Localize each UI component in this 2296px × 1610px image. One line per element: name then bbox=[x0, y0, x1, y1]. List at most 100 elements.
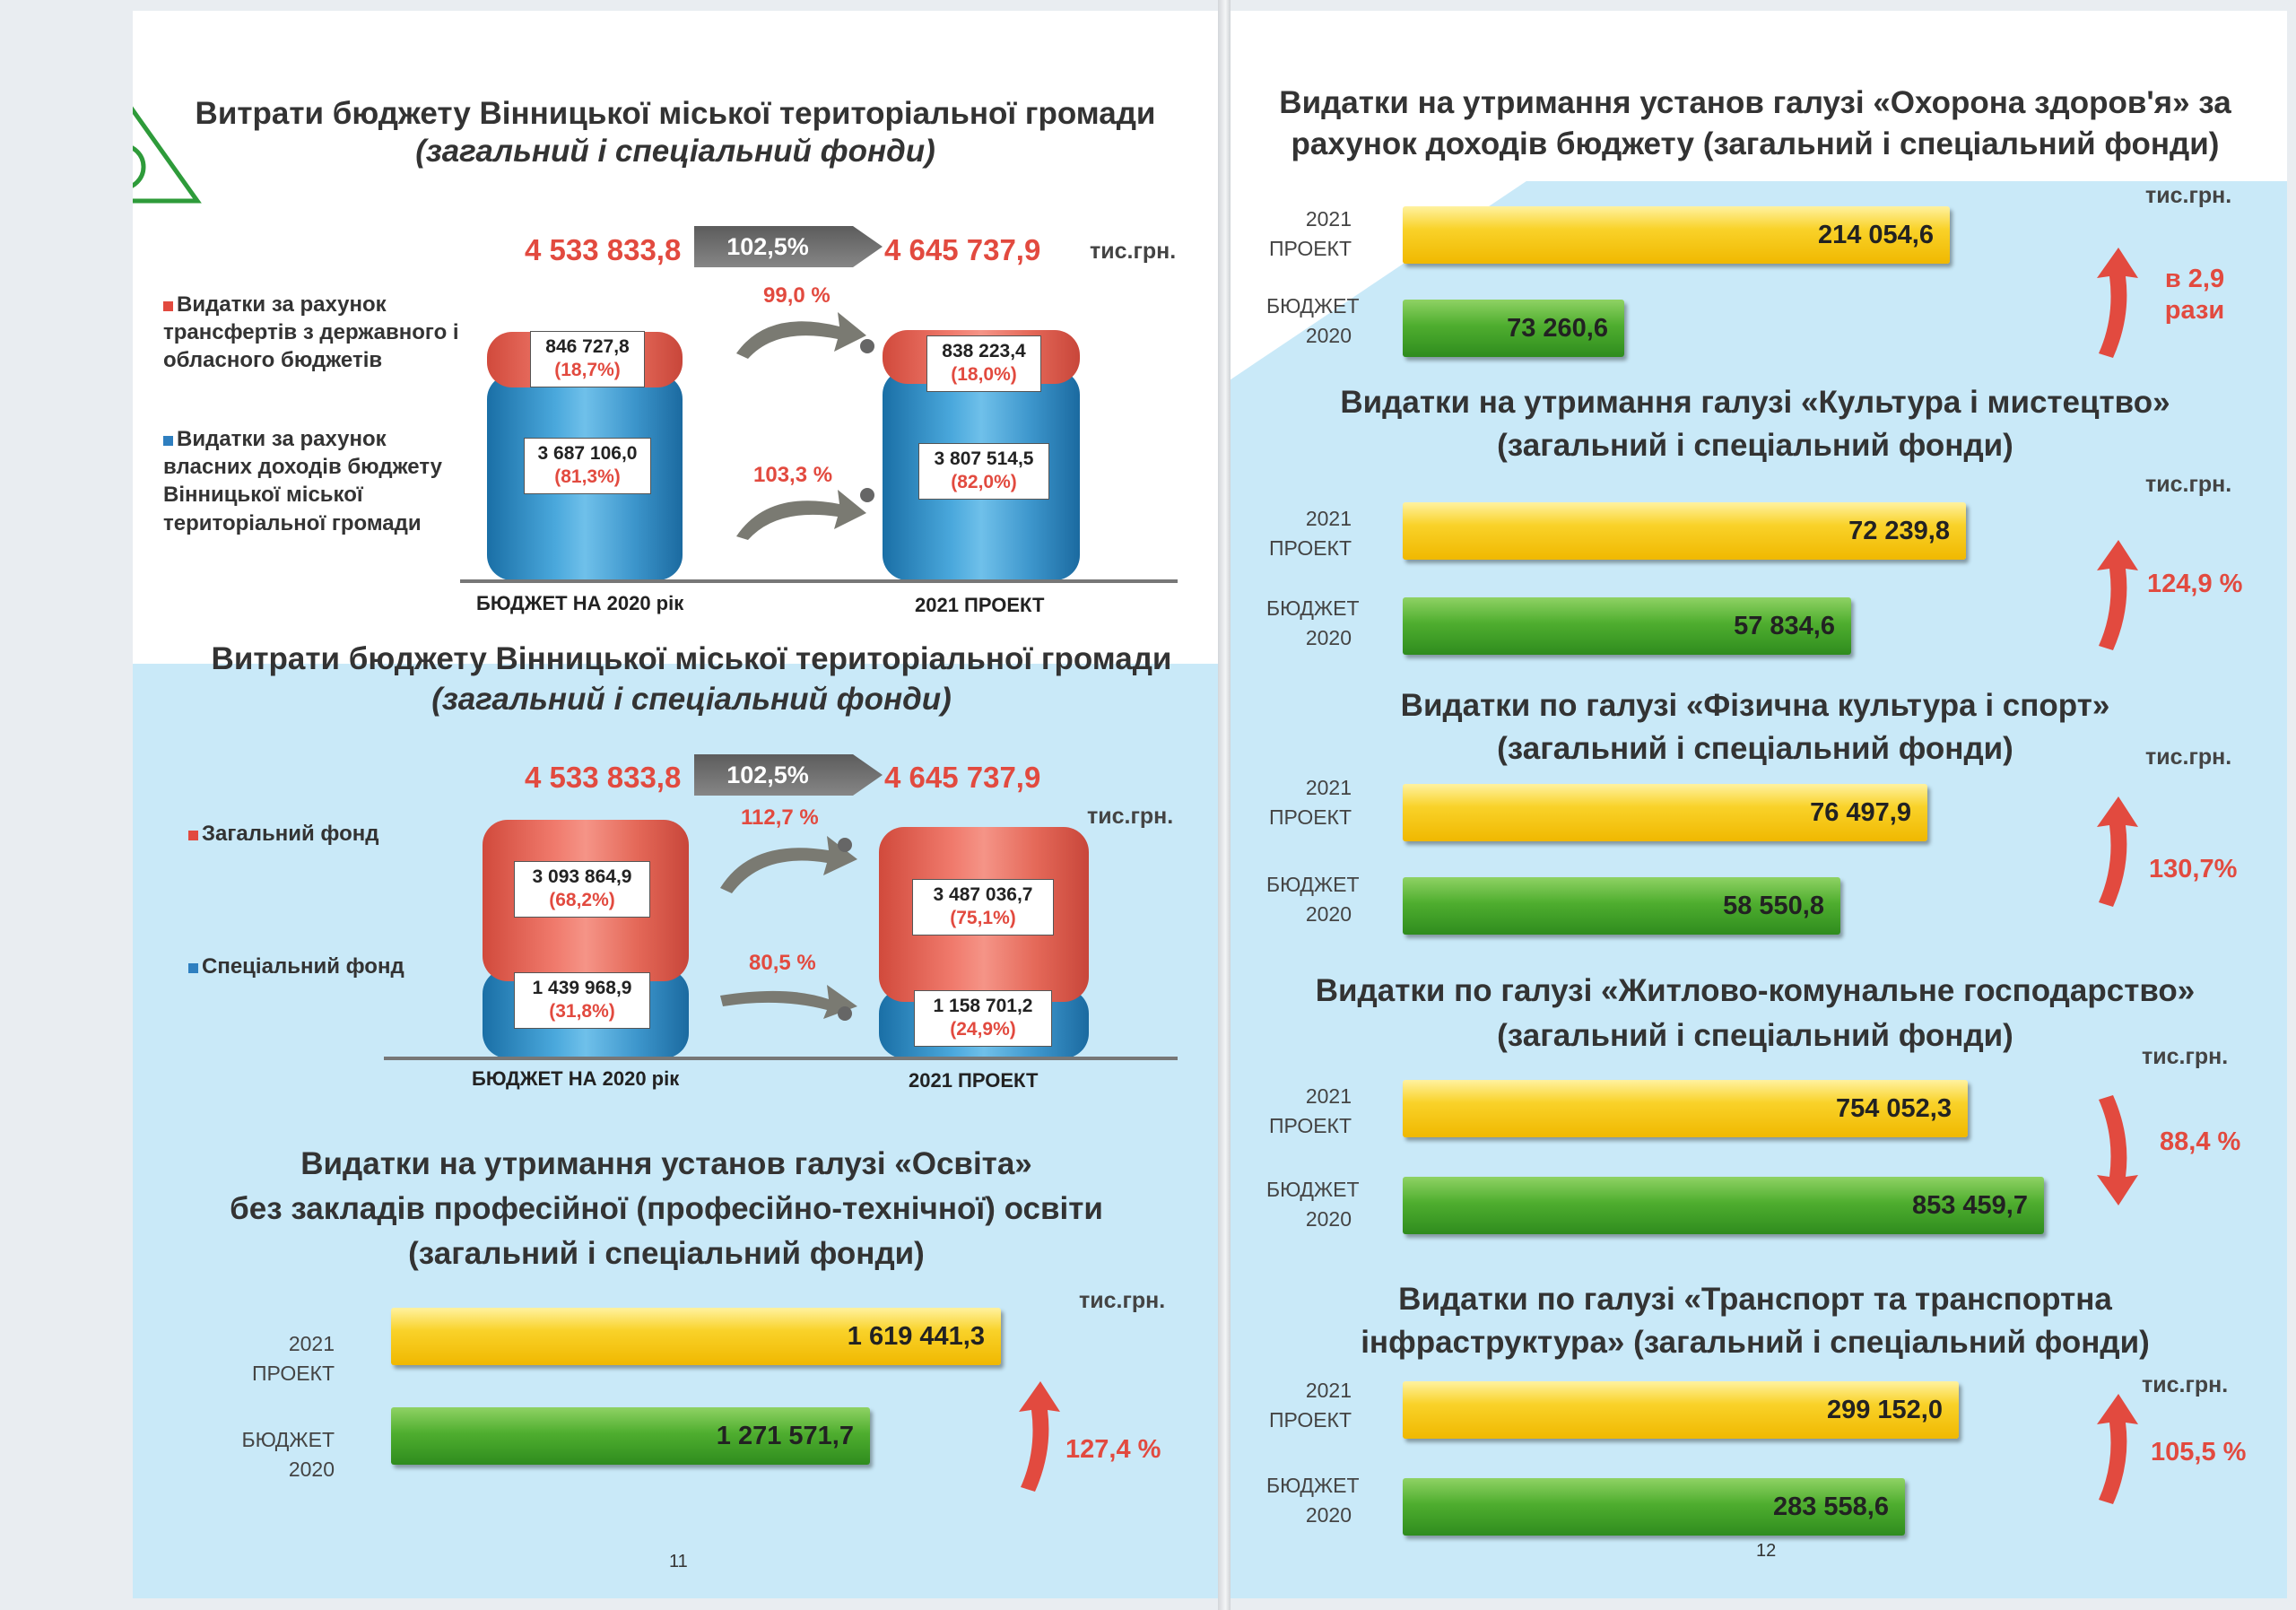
chart1-legend-red: Видатки за рахунок трансфертів з державн… bbox=[163, 292, 459, 373]
transport-bar-2021: 299 152,0 bbox=[1403, 1381, 1959, 1439]
edu-unit: тис.грн. bbox=[1079, 1288, 1166, 1313]
chart1-legend-blue: Видатки за рахунок власних доходів бюдже… bbox=[163, 427, 443, 535]
chart1-subtitle: (загальний і спеціальний фонди) bbox=[415, 134, 935, 169]
housing-bar-2021: 754 052,3 bbox=[1403, 1080, 1968, 1137]
arrow-right-icon: 102,5% bbox=[694, 226, 883, 267]
housing-label-2021: 2021 ПРОЕКТ bbox=[1268, 1084, 1352, 1138]
sport-label-2020: БЮДЖЕТ 2020 bbox=[1266, 873, 1360, 927]
chart1-cap-2021: 2021 ПРОЕКТ bbox=[915, 594, 1045, 616]
sport-change: 130,7% bbox=[2149, 855, 2238, 883]
edu-title-3: (загальний і спеціальний фонди) bbox=[408, 1236, 925, 1271]
culture-label-2020: БЮДЖЕТ 2020 bbox=[1266, 596, 1360, 650]
edu-title-1: Видатки на утримання установ галузі «Осв… bbox=[300, 1146, 1032, 1181]
chart2-cap-2021: 2021 ПРОЕКТ bbox=[909, 1069, 1039, 1092]
culture-bar-2021: 72 239,8 bbox=[1403, 502, 1966, 560]
culture-bar-2020: 57 834,6 bbox=[1403, 597, 1851, 655]
sport-title-2: (загальний і спеціальний фонди) bbox=[1497, 731, 2013, 766]
chart2-total-2020: 4 533 833,8 bbox=[525, 761, 682, 794]
chart1-pct-top: 99,0 % bbox=[763, 283, 831, 308]
edu-label-2020: БЮДЖЕТ 2020 bbox=[241, 1428, 335, 1482]
culture-title-1: Видатки на утримання галузі «Культура і … bbox=[1340, 385, 2170, 420]
housing-title-2: (загальний і спеціальний фонди) bbox=[1497, 1018, 2013, 1053]
chart1-label-2021-top: 838 223,4 (18,0%) bbox=[926, 335, 1041, 392]
transport-unit: тис.грн. bbox=[2142, 1372, 2229, 1397]
chart1-label-2020-bottom: 3 687 106,0 (81,3%) bbox=[524, 438, 651, 494]
chart2-label-2020-bottom: 1 439 968,9 (31,8%) bbox=[514, 972, 650, 1029]
chart2-legend-blue: Спеціальний фонд bbox=[188, 953, 404, 980]
arrow-right-icon bbox=[720, 836, 857, 893]
transport-bar-2020: 283 558,6 bbox=[1403, 1478, 1905, 1536]
logo-triangle-icon bbox=[133, 106, 202, 204]
culture-label-2021: 2021 ПРОЕКТ bbox=[1268, 507, 1352, 561]
chart1-pct-bottom: 103,3 % bbox=[753, 463, 833, 487]
arrow-right-icon: 102,5% bbox=[694, 754, 883, 796]
arrow-up-icon bbox=[2097, 248, 2138, 358]
chart2-cap-2020: БЮДЖЕТ НА 2020 рік bbox=[472, 1067, 680, 1090]
book-fold bbox=[1218, 0, 1231, 1610]
chart2-baseline bbox=[384, 1057, 1178, 1060]
arrow-up-icon bbox=[2097, 796, 2138, 907]
health-unit: тис.грн. bbox=[2145, 183, 2232, 208]
chart1-title: Витрати бюджету Вінницької міської терит… bbox=[195, 96, 1156, 131]
health-title-1: Видатки на утримання установ галузі «Охо… bbox=[1279, 85, 2231, 120]
sport-bar-2021: 76 497,9 bbox=[1403, 784, 1927, 841]
page-left: Витрати бюджету Вінницької міської терит… bbox=[133, 11, 1218, 1598]
chart2-label-2021-top: 3 487 036,7 (75,1%) bbox=[912, 879, 1054, 936]
chart2-label-2021-bottom: 1 158 701,2 (24,9%) bbox=[914, 990, 1052, 1047]
bullet-dot bbox=[838, 838, 852, 852]
bullet-dot bbox=[838, 1006, 852, 1021]
chart1-baseline bbox=[460, 579, 1178, 583]
legend-swatch-red bbox=[163, 301, 173, 311]
culture-title-2: (загальний і спеціальний фонди) bbox=[1497, 428, 2013, 463]
chart1-total-2021: 4 645 737,9 bbox=[884, 233, 1041, 266]
page-right: Видатки на утримання установ галузі «Охо… bbox=[1231, 11, 2287, 1598]
chart2-pct-top: 112,7 % bbox=[741, 805, 819, 830]
page-number: 12 bbox=[1756, 1541, 1777, 1561]
chart2-label-2020-top: 3 093 864,9 (68,2%) bbox=[514, 861, 650, 918]
edu-change: 127,4 % bbox=[1065, 1435, 1161, 1464]
chart2-pct-bottom: 80,5 % bbox=[749, 951, 816, 975]
chart1-label-2020-top: 846 727,8 (18,7%) bbox=[530, 331, 645, 387]
health-title-2: рахунок доходів бюджету (загальний і спе… bbox=[1291, 126, 2220, 161]
sport-unit: тис.грн. bbox=[2145, 744, 2232, 770]
legend-swatch-blue bbox=[188, 963, 198, 973]
chart2-unit: тис.грн. bbox=[1087, 804, 1174, 829]
housing-label-2020: БЮДЖЕТ 2020 bbox=[1266, 1178, 1360, 1231]
arrow-up-icon bbox=[2097, 1394, 2138, 1504]
culture-change: 124,9 % bbox=[2147, 570, 2243, 598]
edu-bar-2021: 1 619 441,3 bbox=[391, 1308, 1001, 1365]
culture-unit: тис.грн. bbox=[2145, 472, 2232, 497]
chart1-growth: 102,5% bbox=[726, 232, 809, 260]
housing-bar-2020: 853 459,7 bbox=[1403, 1177, 2044, 1234]
health-label-2021: 2021 ПРОЕКТ bbox=[1268, 207, 1352, 261]
chart2-growth: 102,5% bbox=[726, 761, 809, 788]
sport-label-2021: 2021 ПРОЕКТ bbox=[1268, 776, 1352, 830]
transport-change: 105,5 % bbox=[2151, 1438, 2247, 1466]
health-bar-2021: 214 054,6 bbox=[1403, 206, 1950, 264]
health-bar-2020: 73 260,6 bbox=[1403, 300, 1624, 357]
housing-title-1: Видатки по галузі «Житлово-комунальне го… bbox=[1315, 973, 2196, 1008]
bullet-dot bbox=[860, 488, 874, 502]
health-change: в 2,9 рази bbox=[2164, 265, 2225, 325]
transport-title-1: Видатки по галузі «Транспорт та транспор… bbox=[1398, 1282, 2112, 1317]
bullet-dot bbox=[860, 339, 874, 353]
transport-label-2021: 2021 ПРОЕКТ bbox=[1268, 1379, 1352, 1432]
housing-unit: тис.грн. bbox=[2142, 1044, 2229, 1069]
page-number: 11 bbox=[669, 1552, 688, 1571]
sport-bar-2020: 58 550,8 bbox=[1403, 877, 1840, 935]
chart1-total-2020: 4 533 833,8 bbox=[525, 233, 682, 266]
chart2-total-2021: 4 645 737,9 bbox=[884, 761, 1041, 794]
arrow-up-icon bbox=[2097, 540, 2138, 650]
health-label-2020: БЮДЖЕТ 2020 bbox=[1266, 294, 1360, 348]
arrow-right-icon bbox=[736, 312, 866, 359]
chart2-legend-red: Загальний фонд bbox=[188, 820, 378, 848]
chart1-unit: тис.грн. bbox=[1090, 239, 1177, 264]
edu-label-2021: 2021 ПРОЕКТ bbox=[251, 1332, 335, 1386]
housing-change: 88,4 % bbox=[2160, 1127, 2241, 1156]
legend-swatch-blue bbox=[163, 436, 173, 446]
edu-bar-2020: 1 271 571,7 bbox=[391, 1407, 870, 1465]
transport-title-2: інфраструктура» (загальний і спеціальний… bbox=[1361, 1325, 2150, 1360]
chart1-label-2021-bottom: 3 807 514,5 (82,0%) bbox=[918, 443, 1049, 500]
sport-title-1: Видатки по галузі «Фізична культура і сп… bbox=[1400, 688, 2110, 723]
chart2-subtitle: (загальний і спеціальний фонди) bbox=[431, 682, 952, 717]
